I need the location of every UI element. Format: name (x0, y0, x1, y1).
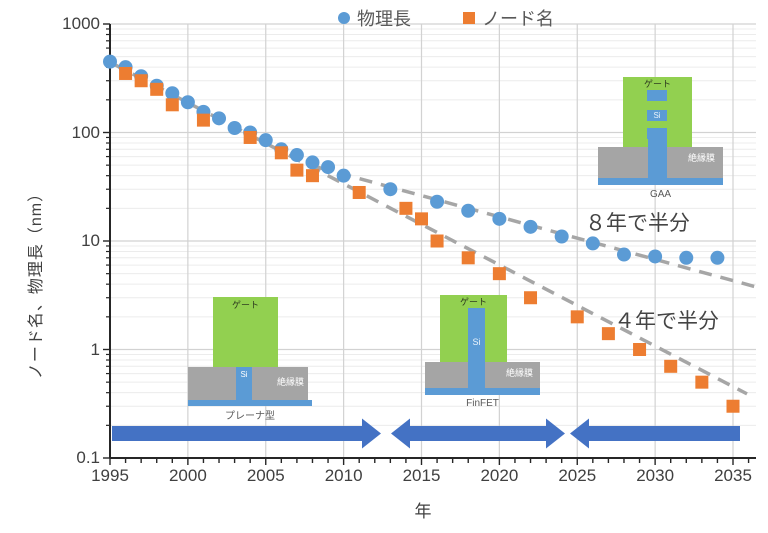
data-point-physical-length (492, 211, 507, 226)
finfet-insulator-label: 絶縁膜 (505, 368, 533, 378)
data-point-physical-length (305, 155, 320, 170)
y-tick-label: 1 (90, 339, 100, 359)
annotation-8-years: ８年で半分 (585, 212, 690, 235)
legend-item-node-name: ノード名 (463, 5, 554, 31)
y-tick-label: 1000 (62, 14, 100, 33)
planar-insulator-label: 絶縁膜 (276, 377, 304, 387)
data-point-node-name (415, 212, 428, 226)
gaa-substrate (598, 178, 723, 185)
finfet-si-label: Si (472, 337, 481, 347)
data-point-node-name (352, 185, 366, 199)
data-point-physical-length (383, 182, 398, 197)
data-point-node-name (399, 201, 413, 215)
finfet-era-arrow (391, 418, 565, 449)
data-point-node-name (726, 399, 740, 413)
planar-era-arrow (112, 418, 381, 449)
data-point-physical-length (648, 249, 663, 264)
x-tick-label: 1995 (91, 466, 129, 485)
finfet-fin (468, 308, 485, 390)
data-point-node-name (290, 163, 304, 177)
data-point-physical-length (321, 160, 336, 175)
data-point-physical-length (679, 250, 694, 265)
data-point-physical-length (585, 236, 600, 251)
x-tick-label: 2005 (246, 466, 285, 485)
annotation-4-years: ４年で半分 (614, 310, 719, 333)
data-point-node-name (633, 343, 647, 356)
data-point-node-name (134, 74, 148, 88)
gaa-insulator-label: 絶縁膜 (687, 153, 715, 163)
x-tick-label: 2015 (402, 466, 441, 485)
x-tick-label: 2020 (480, 466, 519, 485)
planar-si-label: Si (240, 370, 248, 379)
legend-label: 物理長 (357, 9, 411, 29)
chart-legend: 物理長 ノード名 (338, 5, 554, 31)
x-tick-label: 2025 (558, 466, 597, 485)
data-point-physical-length (165, 86, 180, 101)
finfet-gate-label: ゲート (459, 297, 487, 307)
gaa-era-arrow (570, 418, 740, 449)
data-point-physical-length (430, 194, 445, 209)
legend-item-physical-length: 物理長 (338, 5, 411, 31)
x-axis-title: 年 (414, 502, 432, 521)
legend-label: ノード名 (482, 9, 554, 29)
data-point-node-name (461, 251, 475, 265)
data-point-node-name (305, 169, 319, 183)
data-point-physical-length (289, 148, 304, 163)
planar-gate (213, 297, 278, 367)
data-point-node-name (119, 66, 133, 80)
data-point-physical-length (461, 203, 476, 218)
gaa-channel (648, 139, 667, 178)
gaa-transistor-diagram: ゲート Si 絶縁膜 GAA (598, 77, 723, 202)
data-point-physical-length (258, 133, 273, 148)
data-point-node-name (150, 82, 164, 96)
gaa-nanosheet-top (647, 90, 667, 101)
planar-transistor-diagram: ゲート Si 絶縁膜 プレーナ型 (188, 297, 312, 422)
data-point-physical-length (554, 229, 569, 244)
data-point-node-name (274, 146, 288, 160)
finfet-substrate (425, 388, 540, 395)
data-point-node-name (601, 327, 615, 341)
data-point-node-name (243, 130, 257, 144)
data-point-node-name (695, 375, 709, 389)
x-tick-label: 2035 (714, 466, 752, 485)
data-point-node-name (524, 291, 538, 305)
data-point-node-name (430, 234, 444, 248)
data-point-node-name (196, 113, 210, 127)
data-point-physical-length (710, 250, 725, 265)
y-axis-title: ノード名、物理長（nm） (28, 184, 45, 380)
square-icon (463, 12, 475, 24)
y-tick-label: 0.1 (76, 448, 100, 467)
circle-icon (338, 12, 350, 24)
planar-substrate (188, 400, 312, 406)
planar-si-channel (236, 367, 252, 400)
finfet-transistor-diagram: ゲート Si 絶縁膜 FinFET (425, 295, 540, 413)
planar-gate-label: ゲート (231, 300, 259, 310)
gaa-si-label: Si (653, 111, 661, 120)
x-tick-label: 2030 (636, 466, 675, 485)
x-tick-label: 2010 (324, 466, 363, 485)
y-tick-label: 100 (71, 122, 100, 142)
gaa-nanosheet-bottom (647, 128, 667, 139)
data-point-physical-length (336, 168, 351, 183)
gaa-nanosheet-middle (647, 110, 667, 121)
data-point-node-name (664, 359, 678, 373)
data-point-physical-length (180, 95, 195, 110)
finfet-caption: FinFET (466, 398, 499, 409)
data-point-physical-length (212, 111, 227, 126)
data-point-node-name (570, 310, 584, 324)
gaa-gate-label: ゲート (643, 79, 671, 89)
data-point-physical-length (227, 121, 242, 136)
gaa-caption: GAA (649, 189, 672, 200)
y-tick-label: 10 (81, 231, 100, 250)
x-tick-label: 2000 (168, 466, 207, 485)
data-point-physical-length (523, 219, 538, 234)
data-point-physical-length (616, 247, 631, 262)
data-point-node-name (165, 98, 179, 112)
planar-caption: プレーナ型 (225, 411, 275, 422)
data-point-physical-length (103, 54, 117, 69)
data-point-node-name (492, 267, 506, 281)
